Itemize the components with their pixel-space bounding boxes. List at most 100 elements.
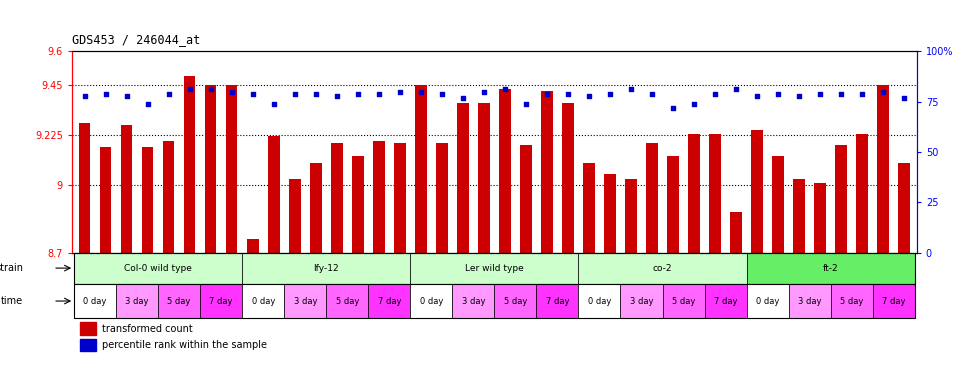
Bar xyxy=(204,85,216,253)
Bar xyxy=(74,253,242,284)
Bar xyxy=(369,284,410,318)
Point xyxy=(540,90,555,96)
Bar xyxy=(247,239,258,253)
Point xyxy=(750,93,765,98)
Bar xyxy=(284,284,326,318)
Point xyxy=(140,101,156,107)
Bar xyxy=(814,183,826,253)
Bar xyxy=(537,284,579,318)
Text: 3 day: 3 day xyxy=(462,296,485,306)
Bar xyxy=(326,284,369,318)
Text: 3 day: 3 day xyxy=(126,296,149,306)
Bar xyxy=(541,92,553,253)
Bar xyxy=(289,179,300,253)
Point xyxy=(372,90,387,96)
Point xyxy=(77,93,92,98)
Bar xyxy=(793,179,804,253)
Point xyxy=(602,90,617,96)
Text: 0 day: 0 day xyxy=(588,296,612,306)
Bar xyxy=(583,163,595,253)
Text: 0 day: 0 day xyxy=(756,296,780,306)
Text: 5 day: 5 day xyxy=(336,296,359,306)
Text: 0 day: 0 day xyxy=(420,296,444,306)
Point xyxy=(497,86,513,92)
Point xyxy=(561,90,576,96)
Text: 7 day: 7 day xyxy=(882,296,905,306)
Text: 5 day: 5 day xyxy=(167,296,191,306)
Point xyxy=(308,90,324,96)
Point xyxy=(119,93,134,98)
Bar xyxy=(620,284,662,318)
Point xyxy=(665,105,681,111)
Bar xyxy=(688,134,700,253)
Bar xyxy=(788,284,830,318)
Point xyxy=(287,90,302,96)
Bar xyxy=(184,76,196,253)
Point xyxy=(582,93,597,98)
Bar xyxy=(747,284,788,318)
Bar xyxy=(268,136,279,253)
Point xyxy=(266,101,281,107)
Bar xyxy=(74,284,116,318)
Text: GDS453 / 246044_at: GDS453 / 246044_at xyxy=(72,33,201,46)
Text: 7 day: 7 day xyxy=(209,296,233,306)
Bar xyxy=(835,145,847,253)
Bar xyxy=(873,284,915,318)
Bar xyxy=(410,284,452,318)
Bar xyxy=(499,89,511,253)
Text: 0 day: 0 day xyxy=(252,296,275,306)
Text: ft-2: ft-2 xyxy=(823,264,838,273)
Bar xyxy=(877,85,889,253)
Text: 5 day: 5 day xyxy=(840,296,863,306)
Text: 7 day: 7 day xyxy=(545,296,569,306)
Text: Ler wild type: Ler wild type xyxy=(465,264,524,273)
Point xyxy=(897,95,912,101)
Bar xyxy=(646,143,658,253)
Point xyxy=(434,90,449,96)
Bar xyxy=(856,134,868,253)
Point xyxy=(329,93,345,98)
Bar xyxy=(242,253,410,284)
Bar xyxy=(705,284,747,318)
Point xyxy=(623,86,638,92)
Bar xyxy=(121,125,132,253)
Point xyxy=(729,86,744,92)
Bar xyxy=(579,253,747,284)
Bar xyxy=(201,284,242,318)
Text: time: time xyxy=(1,296,23,306)
Text: 0 day: 0 day xyxy=(84,296,107,306)
Bar xyxy=(452,284,494,318)
Bar xyxy=(625,179,636,253)
Bar xyxy=(226,85,237,253)
Text: 7 day: 7 day xyxy=(714,296,737,306)
Text: co-2: co-2 xyxy=(653,264,672,273)
Point xyxy=(350,90,366,96)
Bar xyxy=(494,284,537,318)
Point xyxy=(224,89,239,94)
Text: percentile rank within the sample: percentile rank within the sample xyxy=(102,340,267,350)
Bar xyxy=(79,123,90,253)
Bar xyxy=(662,284,705,318)
Bar xyxy=(410,253,579,284)
Text: 3 day: 3 day xyxy=(630,296,653,306)
Bar xyxy=(163,141,175,253)
Bar xyxy=(563,103,574,253)
Text: Col-0 wild type: Col-0 wild type xyxy=(124,264,192,273)
Bar xyxy=(373,141,385,253)
Bar xyxy=(457,103,468,253)
Point xyxy=(98,90,113,96)
Text: 5 day: 5 day xyxy=(504,296,527,306)
Bar xyxy=(81,322,96,335)
Point xyxy=(182,86,198,92)
Bar xyxy=(100,147,111,253)
Point xyxy=(413,89,428,94)
Point xyxy=(392,89,407,94)
Bar xyxy=(773,156,784,253)
Text: strain: strain xyxy=(0,263,23,273)
Bar xyxy=(116,284,158,318)
Text: 3 day: 3 day xyxy=(294,296,317,306)
Point xyxy=(455,95,470,101)
Bar xyxy=(752,130,763,253)
Bar xyxy=(415,85,426,253)
Bar xyxy=(394,143,406,253)
